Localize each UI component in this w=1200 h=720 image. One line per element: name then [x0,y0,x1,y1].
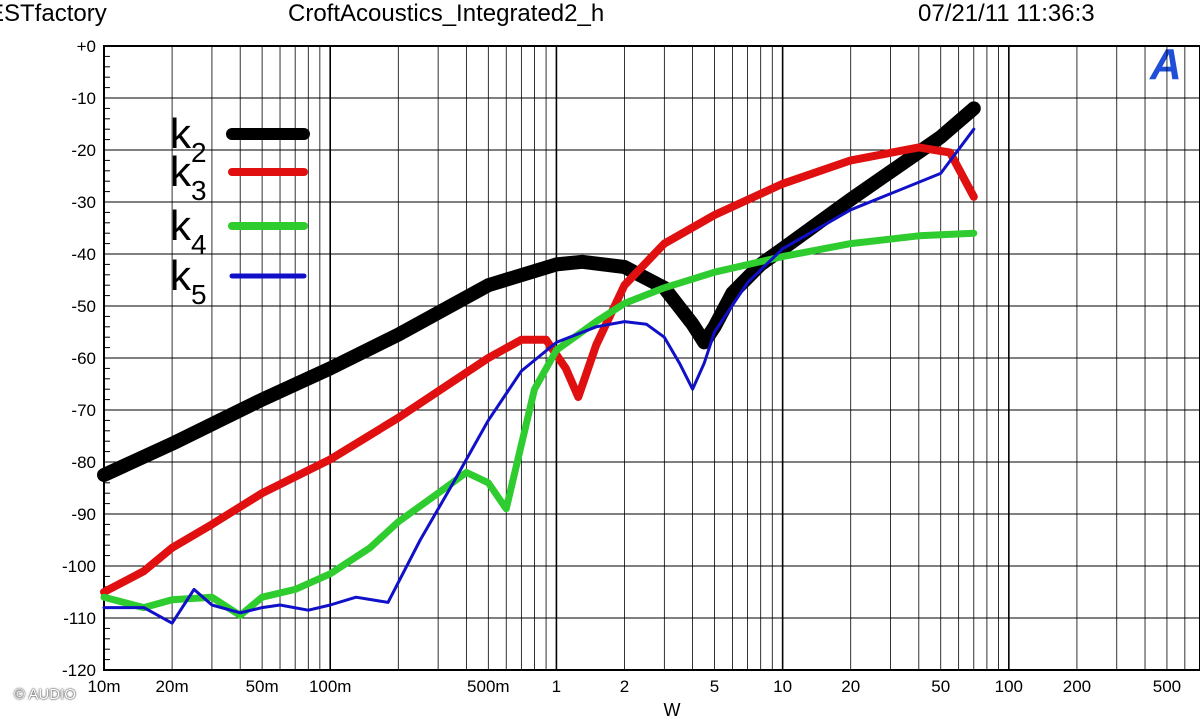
x-tick-label: 20m [156,677,189,696]
x-tick-label: 10 [773,677,792,696]
x-tick-label: 500m [467,677,510,696]
y-tick-label: -120 [62,661,96,680]
plot-frame [103,45,1200,671]
x-tick-label: 100 [995,677,1023,696]
series-line-k3 [100,143,978,596]
x-tick-label: 10m [87,677,120,696]
y-tick-label: -60 [71,349,96,368]
series-line-k4 [100,229,978,619]
y-tick-label: -10 [71,89,96,108]
chart-title: CroftAcoustics_Integrated2_h [288,0,605,27]
y-tick-label: -20 [71,141,96,160]
x-tick-label: 500 [1153,677,1181,696]
brand-logo: A [1150,40,1182,89]
y-tick-label: -100 [62,557,96,576]
x-axis-label: W [664,700,681,720]
legend-label-k5: k5 [170,252,207,310]
copyright-label: © AUDIO [14,686,76,703]
x-tick-label: 100m [309,677,352,696]
y-tick-label: -80 [71,453,96,472]
x-tick-label: 5 [710,677,719,696]
x-tick-label: 200 [1063,677,1091,696]
x-tick-label: 2 [620,677,629,696]
y-tick-label: -40 [71,245,96,264]
x-tick-label: 1 [552,677,561,696]
y-tick-label: -70 [71,401,96,420]
y-tick-label: +0 [77,37,96,56]
y-tick-label: -90 [71,505,96,524]
y-tick-label: -110 [63,609,96,628]
header-left-label: ESTfactory [0,0,107,27]
y-tick-label: -50 [71,297,96,316]
series-line-k5 [102,127,976,625]
timestamp: 07/21/11 11:36:3 [918,0,1095,27]
y-tick-label: -30 [71,193,96,212]
x-tick-label: 50 [931,677,950,696]
x-tick-label: 50m [246,677,279,696]
x-tick-label: 20 [841,677,860,696]
